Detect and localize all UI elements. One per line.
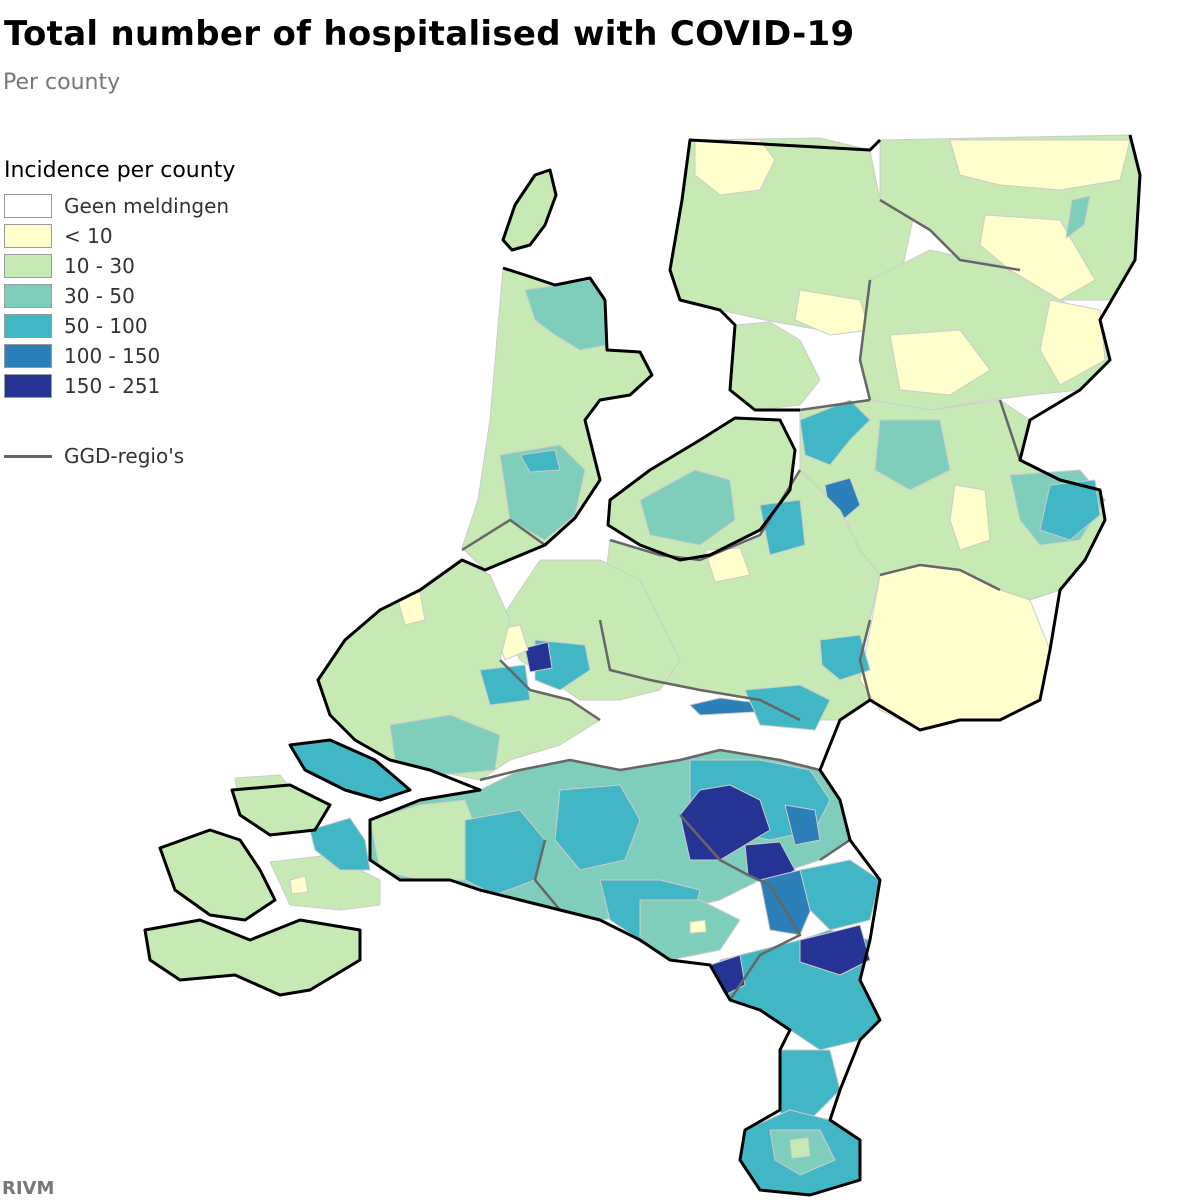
legend-swatch <box>4 224 52 248</box>
county-drenthe-east[interactable] <box>1039 299 1106 386</box>
legend-item: Geen meldingen <box>4 191 235 221</box>
legend-swatch <box>4 344 52 368</box>
legend-swatch <box>4 254 52 278</box>
county-zuid-holland-mid[interactable] <box>479 664 531 706</box>
legend: Incidence per county Geen meldingen < 10… <box>4 158 235 471</box>
county-drenthe-north[interactable] <box>889 329 991 396</box>
country-outline <box>143 134 1142 1197</box>
legend-label: 50 - 100 <box>64 314 148 338</box>
county-limburg-spot[interactable] <box>789 1137 811 1159</box>
legend-item: 10 - 30 <box>4 251 235 281</box>
county-flevoland-mid[interactable] <box>639 469 736 546</box>
county-tholen[interactable] <box>309 817 371 871</box>
county-venlo[interactable] <box>799 924 871 976</box>
county-goes-spot[interactable] <box>289 875 309 895</box>
county-friesland-south[interactable] <box>794 289 871 336</box>
legend-item: 30 - 50 <box>4 281 235 311</box>
chart-title: Total number of hospitalised with COVID-… <box>4 14 855 54</box>
county-gelderland-arnhem[interactable] <box>819 634 871 681</box>
county-gelderland-nijmegen[interactable] <box>744 684 831 731</box>
legend-swatch <box>4 194 52 218</box>
county-brabant-river-east[interactable] <box>799 859 881 931</box>
county-twente-east[interactable] <box>1039 479 1101 541</box>
legend-title: Incidence per county <box>4 158 236 183</box>
county-brabant-peel[interactable] <box>759 869 816 936</box>
county-overijssel-mid[interactable] <box>949 484 991 551</box>
legend-item: 50 - 100 <box>4 311 235 341</box>
county-amsterdam[interactable] <box>519 449 561 473</box>
source-credit: RIVM <box>2 1178 55 1199</box>
legend-swatch <box>4 314 52 338</box>
county-noord-beveland[interactable] <box>159 829 276 921</box>
county-utrecht-hotspot[interactable] <box>524 641 553 673</box>
legend-swatch <box>4 374 52 398</box>
county-brabant-tilburg[interactable] <box>554 784 641 871</box>
legend-label: < 10 <box>64 224 113 248</box>
county-groningen-delfzijl[interactable] <box>1065 195 1091 239</box>
county-gelderland-river[interactable] <box>689 697 756 716</box>
legend-label: 100 - 150 <box>64 344 161 368</box>
legend-ggd-item: GGD-regio's <box>4 441 235 471</box>
legend-label: Geen meldingen <box>64 194 230 218</box>
legend-ggd-label: GGD-regio's <box>64 444 185 468</box>
legend-item: < 10 <box>4 221 235 251</box>
county-noordoostpolder[interactable] <box>729 321 821 411</box>
legend-item: 150 - 251 <box>4 371 235 401</box>
legend-swatch <box>4 284 52 308</box>
ggd-line-swatch <box>4 454 52 458</box>
legend-item: 100 - 150 <box>4 341 235 371</box>
county-brabant-spot[interactable] <box>689 919 707 934</box>
chart-subtitle: Per county <box>3 70 121 95</box>
county-overijssel-south[interactable] <box>874 419 951 491</box>
legend-label: 150 - 251 <box>64 374 161 398</box>
legend-label: 10 - 30 <box>64 254 135 278</box>
county-overijssel-west[interactable] <box>799 399 871 466</box>
county-brabant-oss[interactable] <box>784 804 821 846</box>
county-friesland-north[interactable] <box>694 139 776 196</box>
legend-label: 30 - 50 <box>64 284 135 308</box>
